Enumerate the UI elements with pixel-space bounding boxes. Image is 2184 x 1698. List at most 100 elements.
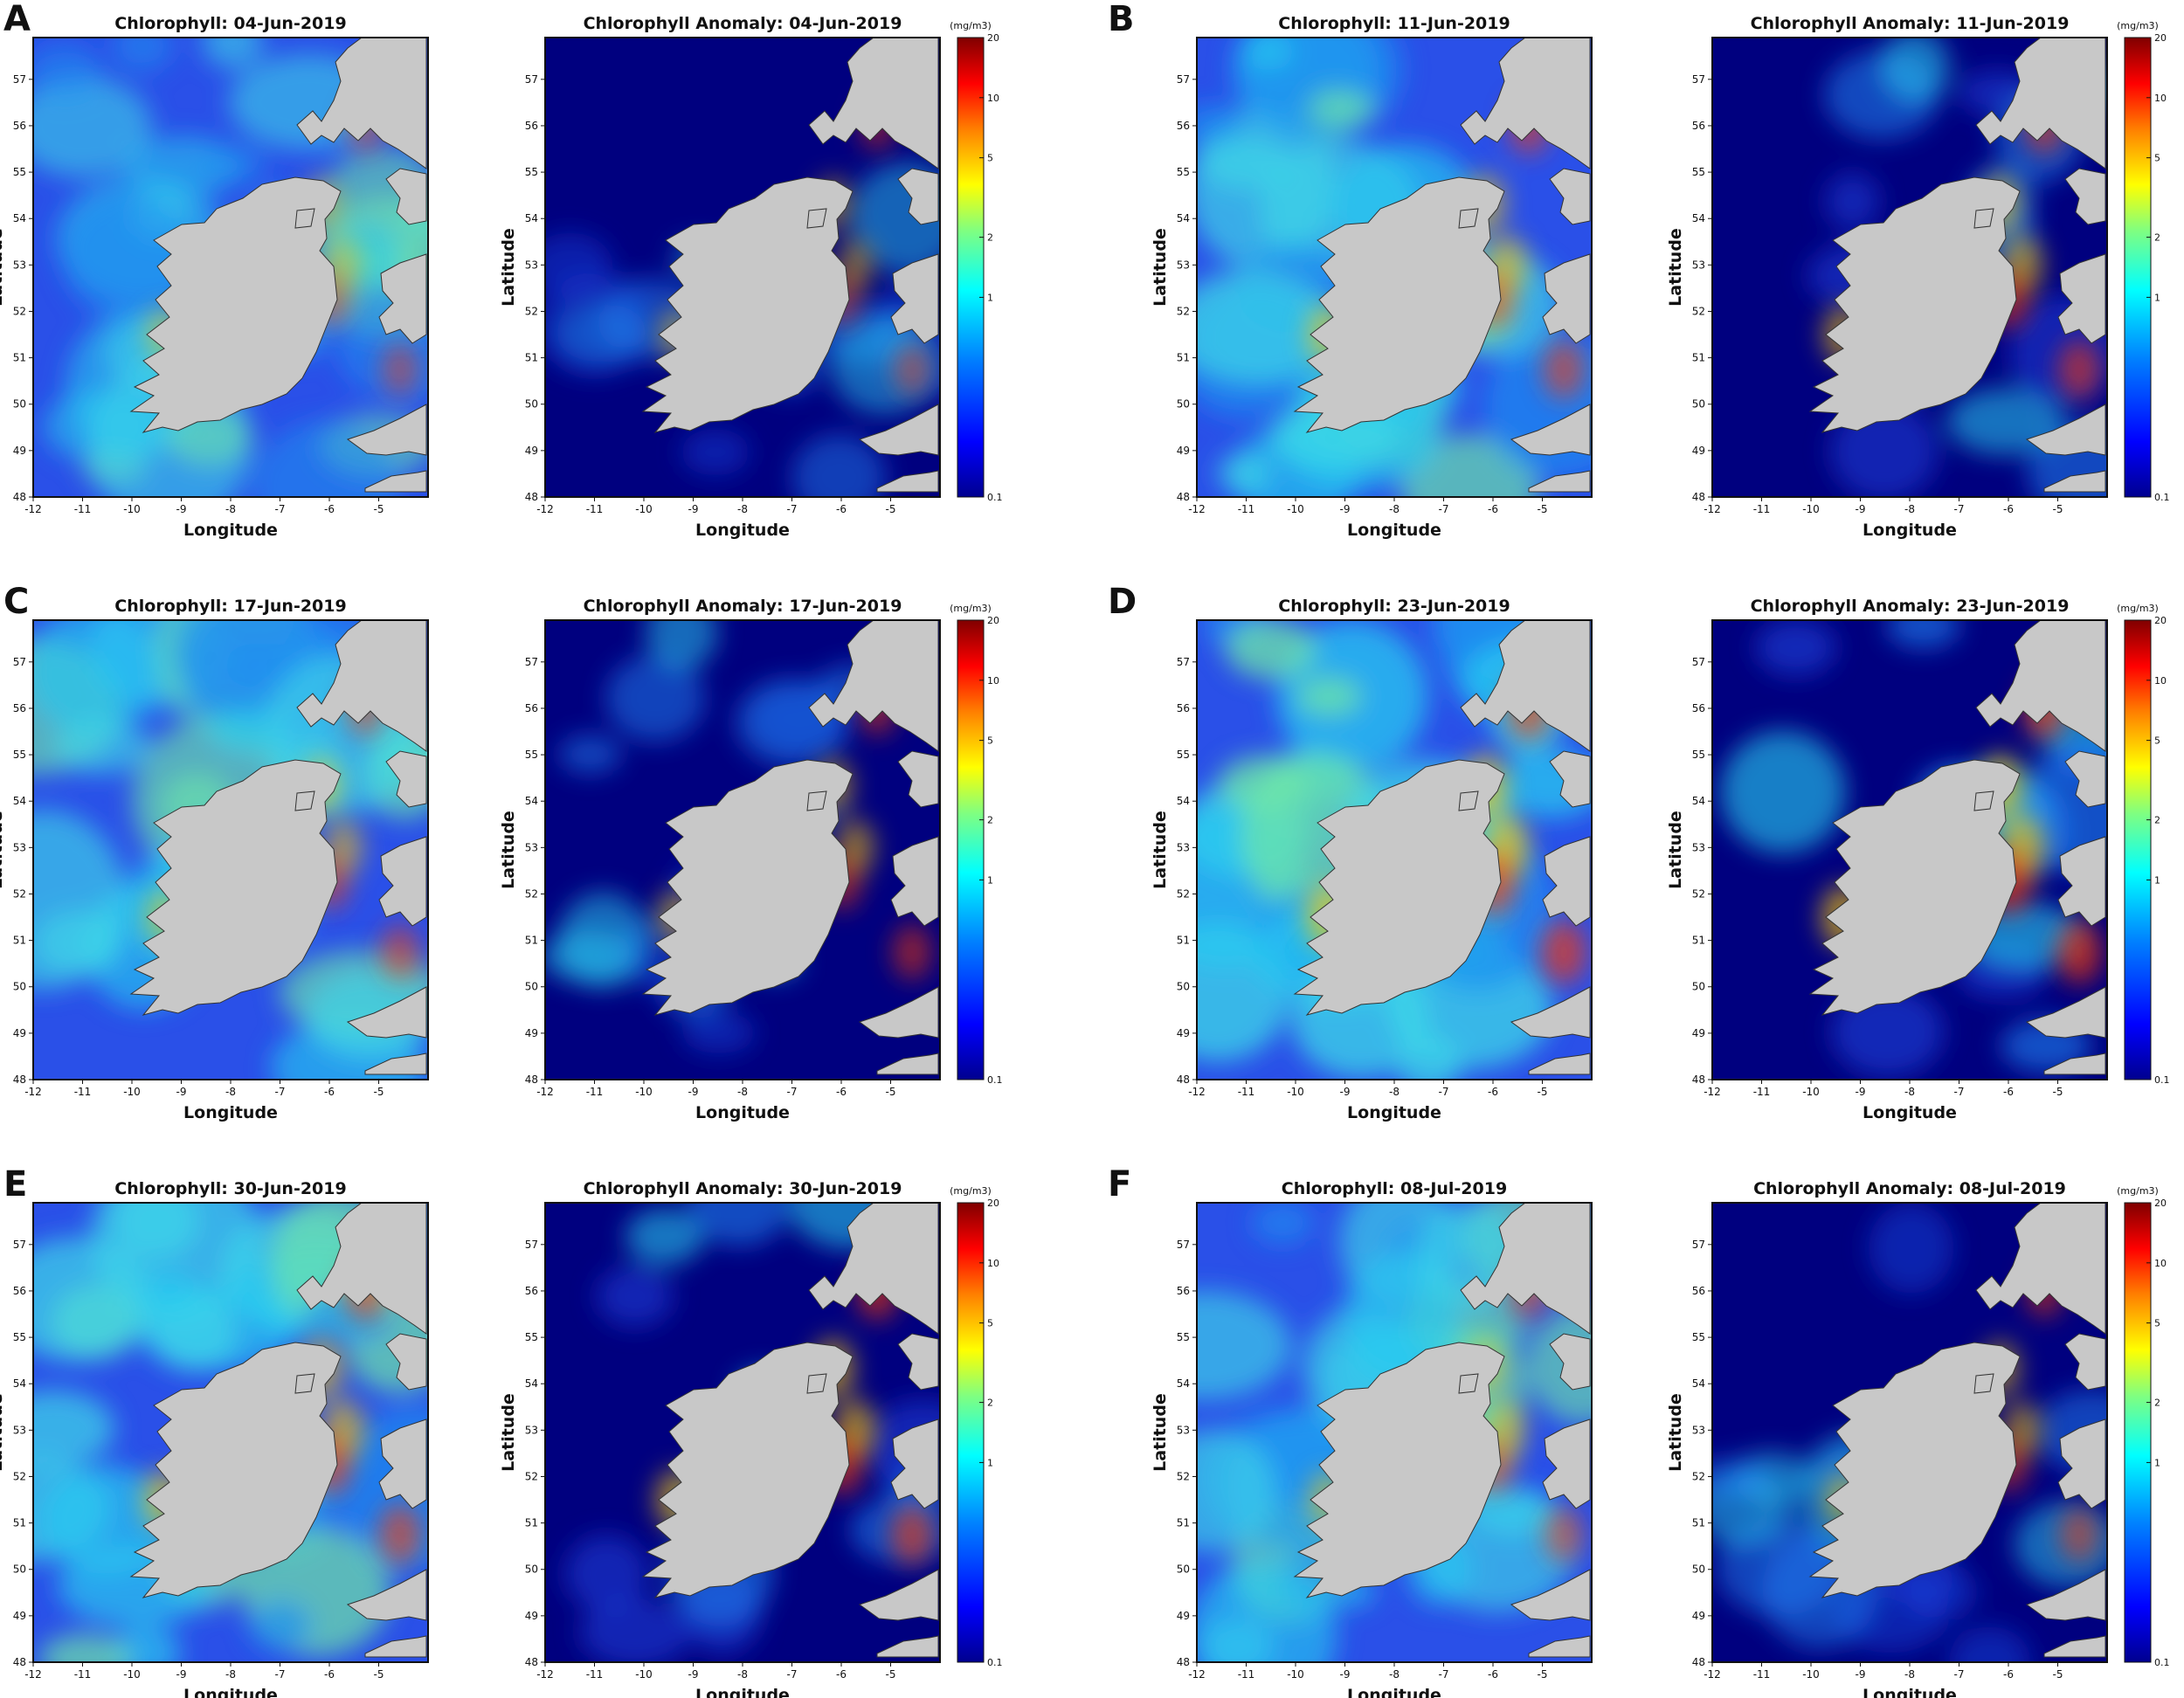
chlorophyll-map: Chlorophyll: 23-Jun-2019 -12 -11 -10 -9 -8 -7 -… [1151, 597, 1593, 1122]
land [1294, 38, 1591, 493]
colorbar-tick-label: 0.1 [2154, 1657, 2170, 1668]
x-tick-label: -6 [1488, 1668, 1498, 1681]
x-tick-label: -10 [1287, 1668, 1304, 1681]
y-tick-label: 50 [13, 981, 26, 993]
x-tick-label: -8 [225, 1668, 236, 1681]
land [130, 38, 427, 493]
y-tick-label: 56 [1692, 1285, 1705, 1297]
colorbar-tick-label: 5 [987, 735, 993, 747]
x-tick-label: -11 [74, 1086, 92, 1098]
colorbar-tick-label: 5 [2154, 735, 2160, 747]
x-tick-label: -8 [225, 503, 236, 515]
x-tick-label: -11 [74, 503, 92, 515]
colorbar-tick-label: 2 [987, 815, 993, 826]
colorbar-tick-label: 1 [2154, 874, 2160, 886]
x-axis-label: Longitude [695, 1686, 790, 1698]
x-tick-label: -12 [536, 503, 554, 515]
y-tick-label: 54 [13, 1377, 26, 1390]
chlorophyll-map-area [1197, 620, 1592, 1080]
y-axis-label: Latitude [1666, 228, 1685, 307]
panel-letter: E [3, 1164, 27, 1204]
y-tick-label: 57 [1692, 656, 1705, 668]
y-tick-label: 49 [1692, 1027, 1705, 1039]
y-tick-label: 56 [525, 702, 538, 714]
lough-neagh [806, 790, 827, 811]
x-axis-label: Longitude [1863, 1686, 1957, 1698]
x-tick-label: -12 [1188, 1668, 1206, 1681]
anomaly-map-area [1712, 620, 2107, 1080]
x-axis-label: Longitude [695, 521, 790, 540]
y-tick-label: 52 [1692, 1470, 1705, 1482]
anomaly-map-area [1712, 1203, 2107, 1662]
x-tick-label: -7 [275, 1668, 286, 1681]
y-tick-label: 53 [525, 259, 538, 271]
y-tick-label: 55 [1177, 749, 1190, 761]
colorbar [2124, 37, 2152, 498]
y-tick-label: 55 [525, 1331, 538, 1343]
x-tick-label: -12 [536, 1668, 554, 1681]
y-tick-label: 51 [13, 352, 26, 364]
y-tick-label: 57 [1692, 1239, 1705, 1251]
panel-letter: A [3, 0, 31, 39]
y-tick-label: 48 [525, 1656, 538, 1668]
lough-neagh [294, 1373, 315, 1394]
y-tick-label: 50 [525, 1563, 538, 1576]
x-tick-label: -12 [24, 503, 42, 515]
lough-neagh [806, 208, 827, 229]
y-tick-label: 51 [525, 352, 538, 364]
y-tick-label: 52 [13, 1470, 26, 1482]
y-tick-label: 53 [1692, 259, 1705, 271]
land [1809, 620, 2106, 1075]
x-tick-label: -9 [1856, 503, 1866, 515]
y-tick-label: 51 [1692, 935, 1705, 947]
y-tick-label: 55 [525, 166, 538, 178]
lough-neagh [1973, 790, 1994, 811]
x-tick-label: -12 [24, 1086, 42, 1098]
x-tick-label: -9 [176, 503, 187, 515]
lough-neagh [1458, 1373, 1479, 1394]
panel-b: B Chlorophyll: 11-Jun-2019 -12 -11 -10 -9 -8 -7… [1108, 0, 2170, 540]
x-tick-label: -11 [1753, 1668, 1771, 1681]
y-tick-label: 57 [525, 73, 538, 86]
panel-e: E Chlorophyll: 30-Jun-2019 -12 -11 -10 -9 -8 -7… [0, 1164, 1003, 1698]
x-tick-label: -6 [2003, 1086, 2014, 1098]
y-tick-label: 54 [525, 212, 538, 224]
x-tick-label: -5 [1538, 503, 1548, 515]
x-tick-label: -5 [374, 1668, 384, 1681]
y-axis-label: Latitude [1151, 811, 1170, 889]
x-axis-label: Longitude [183, 521, 278, 540]
chlorophyll-title: Chlorophyll: 17-Jun-2019 [114, 597, 346, 616]
y-tick-label: 51 [13, 1517, 26, 1529]
y-tick-label: 57 [1692, 73, 1705, 86]
colorbar-tick-label: 0.1 [987, 492, 1003, 503]
land [642, 1203, 939, 1658]
x-tick-label: -8 [1904, 1086, 1915, 1098]
colorbar-tick-label: 1 [2154, 1457, 2160, 1468]
colorbar-tick-label: 10 [2154, 1258, 2167, 1269]
colorbar [957, 37, 985, 498]
colorbar-tick-label: 10 [987, 1258, 999, 1269]
y-tick-label: 56 [13, 702, 26, 714]
x-tick-label: -12 [24, 1668, 42, 1681]
y-axis-label: Latitude [1666, 811, 1685, 889]
y-tick-label: 49 [525, 1027, 538, 1039]
x-tick-label: -5 [374, 503, 384, 515]
y-tick-label: 54 [1692, 795, 1705, 807]
colorbar-unit: (mg/m3) [2117, 20, 2159, 31]
x-tick-label: -10 [1287, 503, 1304, 515]
y-tick-label: 48 [1692, 1073, 1705, 1086]
x-tick-label: -9 [1340, 503, 1351, 515]
colorbar-tick-label: 5 [987, 153, 993, 164]
x-tick-label: -5 [886, 1086, 896, 1098]
y-tick-label: 52 [1177, 305, 1190, 317]
land [642, 620, 939, 1075]
anomaly-map: Chlorophyll Anomaly: 30-Jun-2019 -12 -11 -1… [499, 1179, 941, 1698]
y-tick-label: 55 [13, 749, 26, 761]
x-tick-label: -10 [635, 1086, 653, 1098]
colorbar-unit: (mg/m3) [950, 603, 992, 614]
panel-letter: D [1108, 582, 1137, 622]
x-tick-label: -11 [1238, 503, 1255, 515]
x-axis-label: Longitude [1863, 521, 1957, 540]
y-tick-label: 50 [13, 398, 26, 411]
